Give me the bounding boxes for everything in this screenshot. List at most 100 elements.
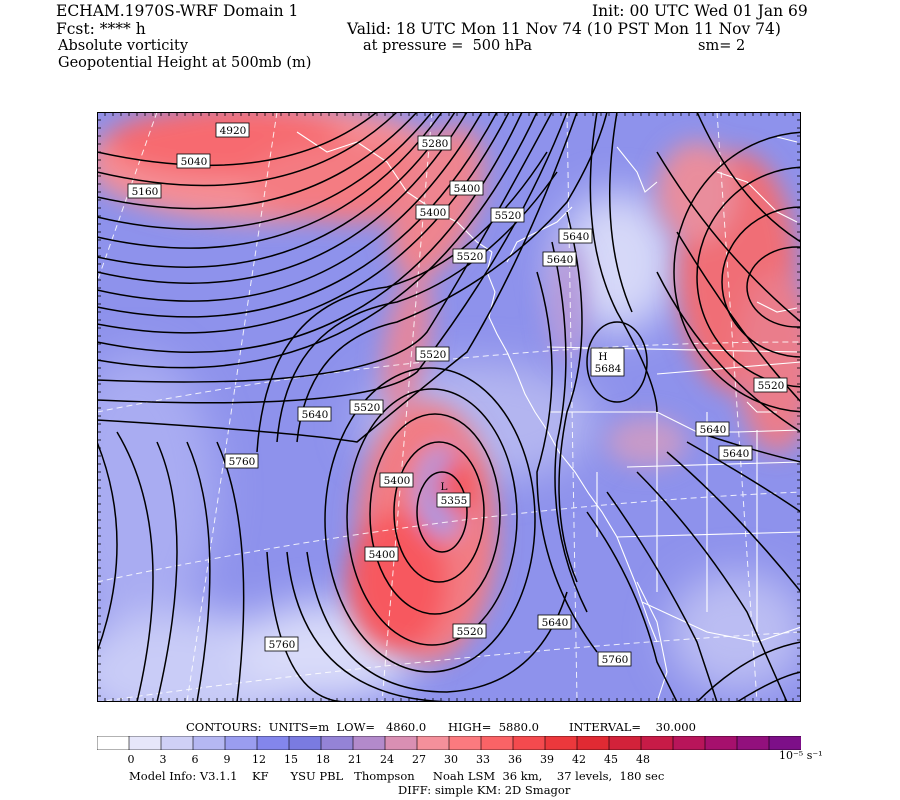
svg-text:H: H (598, 351, 607, 363)
colorbar-tick-label: 9 (223, 753, 231, 766)
colorbar-tick-label: 33 (476, 753, 490, 766)
svg-text:5280: 5280 (422, 138, 449, 150)
colorbar-tick-label: 15 (284, 753, 298, 766)
colorbar-swatch (448, 736, 482, 750)
init-time: Init: 00 UTC Wed 01 Jan 69 (592, 2, 808, 20)
model-info-line1: Model Info: V3.1.1 KF YSU PBL Thompson N… (129, 769, 665, 783)
contour-label: 5040 (176, 153, 211, 169)
low-pressure-center: L 5355 (436, 481, 471, 508)
contour-label: 5520 (349, 399, 384, 415)
colorbar-tick-label: 21 (348, 753, 362, 766)
contour-label: 5520 (490, 207, 525, 223)
contour-interval: INTERVAL= 30.000 (569, 720, 696, 734)
colorbar-swatch (640, 736, 674, 750)
contour-label: 5640 (297, 406, 332, 422)
svg-text:5400: 5400 (420, 207, 447, 219)
colorbar-swatch (512, 736, 546, 750)
contour-label: 4920 (215, 122, 250, 138)
colorbar-tick-label: 36 (508, 753, 522, 766)
contour-label: 5280 (417, 135, 452, 151)
colorbar-swatch (320, 736, 354, 750)
colorbar-swatch (544, 736, 578, 750)
contour-label: 5760 (264, 636, 299, 652)
svg-text:5400: 5400 (454, 183, 481, 195)
colorbar-swatch (736, 736, 770, 750)
colorbar-swatch (192, 736, 226, 750)
svg-text:5520: 5520 (457, 626, 484, 638)
svg-text:5640: 5640 (302, 409, 329, 421)
contour-label: 5160 (127, 183, 162, 199)
colorbar-tick-label: 24 (380, 753, 394, 766)
colorbar-swatch (608, 736, 642, 750)
svg-text:L: L (441, 481, 448, 493)
colorbar-tick-label: 48 (636, 753, 650, 766)
colorbar-tick-label: 6 (191, 753, 199, 766)
svg-text:5760: 5760 (229, 456, 256, 468)
contour-labels: 4920 5040 5160 5280 5400 5400 5520 5640 … (127, 122, 788, 667)
svg-text:5640: 5640 (723, 448, 750, 460)
colorbar-swatch (384, 736, 418, 750)
svg-text:5760: 5760 (602, 654, 629, 666)
contour-label: 5640 (542, 251, 577, 267)
colorbar-tick-label: 42 (572, 753, 586, 766)
colorbar-swatch (352, 736, 386, 750)
colorbar-swatch (97, 736, 130, 750)
svg-text:5400: 5400 (369, 549, 396, 561)
colorbar-tick-label: 12 (252, 753, 266, 766)
contour-label: 5640 (695, 421, 730, 437)
vorticity-colorbar (97, 736, 801, 750)
valid-time: Valid: 18 UTC Mon 11 Nov 74 (10 PST Mon … (347, 20, 781, 38)
contour-label: 5400 (379, 472, 414, 488)
colorbar-tick-label: 30 (444, 753, 458, 766)
svg-text:5520: 5520 (354, 402, 381, 414)
colorbar-swatch (128, 736, 162, 750)
field1-level: at pressure = 500 hPa (363, 38, 532, 54)
high-pressure-center: H 5684 (590, 347, 625, 377)
colorbar-swatch (256, 736, 290, 750)
svg-text:5640: 5640 (700, 424, 727, 436)
height-contours (97, 112, 801, 702)
field1-name: Absolute vorticity (58, 38, 189, 54)
svg-text:5684: 5684 (595, 363, 622, 375)
contour-label: 5400 (415, 204, 450, 220)
colorbar-tick-label: 18 (316, 753, 330, 766)
svg-text:5520: 5520 (495, 210, 522, 222)
colorbar-swatch (416, 736, 450, 750)
model-title: ECHAM.1970S-WRF Domain 1 (56, 2, 299, 20)
colorbar-tick-label: 0 (127, 753, 135, 766)
svg-text:5640: 5640 (547, 254, 574, 266)
model-info-line2: DIFF: simple KM: 2D Smagor (398, 783, 571, 797)
svg-text:5400: 5400 (384, 475, 411, 487)
contour-label: 5400 (364, 546, 399, 562)
colorbar-swatch (704, 736, 738, 750)
forecast-hour: Fcst: **** h (56, 20, 146, 38)
svg-text:5520: 5520 (758, 380, 785, 392)
svg-text:5640: 5640 (563, 231, 590, 243)
colorbar-tick-label: 39 (540, 753, 554, 766)
svg-text:4920: 4920 (220, 125, 247, 137)
field1-smoothing: sm= 2 (698, 38, 746, 54)
colorbar-swatch (576, 736, 610, 750)
contour-label: 5760 (597, 651, 632, 667)
colorbar-swatch (672, 736, 706, 750)
contour-label: 5640 (718, 445, 753, 461)
contour-label: 5400 (449, 180, 484, 196)
contour-label: 5520 (452, 248, 487, 264)
contour-label: 5640 (537, 614, 572, 630)
colorbar-tick-label: 27 (412, 753, 426, 766)
colorbar-swatch (288, 736, 322, 750)
contour-info: CONTOURS: UNITS=m LOW= 4860.0 (186, 720, 427, 734)
contour-high: HIGH= 5880.0 (448, 720, 539, 734)
colorbar-units: 10⁻⁵ s⁻¹ (779, 749, 823, 762)
colorbar-swatch (224, 736, 258, 750)
contour-label: 5520 (753, 377, 788, 393)
svg-text:5040: 5040 (181, 156, 208, 168)
svg-text:5640: 5640 (542, 617, 569, 629)
vorticity-height-map: 4920 5040 5160 5280 5400 5400 5520 5640 … (97, 112, 801, 702)
frame-ticks (97, 112, 801, 702)
svg-text:5520: 5520 (457, 251, 484, 263)
svg-text:5760: 5760 (269, 639, 296, 651)
svg-text:5520: 5520 (420, 349, 447, 361)
field2-name: Geopotential Height at 500mb (m) (58, 55, 312, 71)
contour-label: 5760 (224, 453, 259, 469)
